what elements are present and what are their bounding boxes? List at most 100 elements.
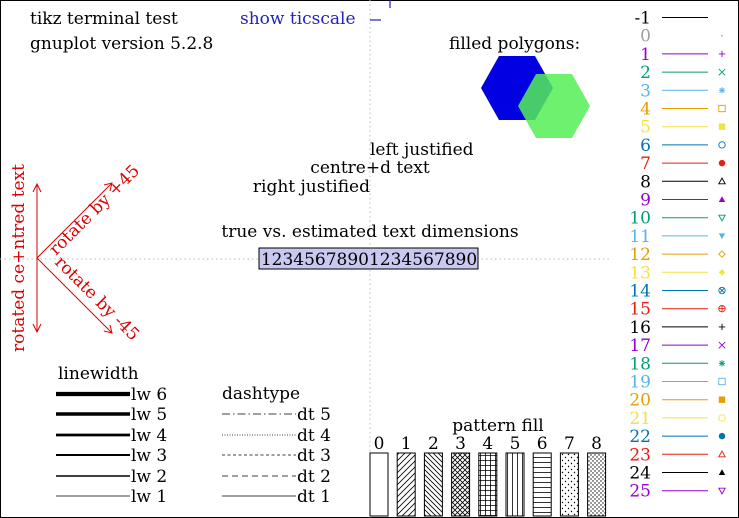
legend-marker-box	[718, 377, 726, 386]
left-justified-text: left justified	[370, 140, 474, 160]
dt5-label: dt 5	[297, 405, 331, 425]
legend-marker-dot	[721, 34, 723, 37]
pattern-fill-title: pattern fill	[452, 416, 543, 436]
legend-marker-circle-filled	[718, 432, 726, 440]
right-justified-text: right justified	[253, 177, 370, 197]
legend-marker-diamond-filled	[718, 269, 726, 276]
legend-marker-triangle-filled	[718, 196, 726, 203]
pattern-label: 3	[455, 434, 466, 454]
dashtype-title: dashtype	[222, 384, 300, 404]
legend-label: 13	[629, 263, 651, 283]
legend-marker-plus	[718, 323, 726, 331]
pattern-swatch	[559, 452, 579, 517]
legend-label: 18	[629, 354, 651, 374]
pattern-swatch	[423, 452, 443, 517]
legend-label: 17	[629, 336, 651, 356]
legend-marker-star	[718, 87, 726, 94]
legend-label: 20	[629, 391, 651, 411]
pattern-swatch	[396, 452, 416, 517]
legend-label: 4	[640, 100, 651, 120]
legend-label: 22	[629, 427, 651, 447]
linewidth-title: linewidth	[58, 364, 139, 384]
legend-label: 19	[629, 373, 651, 393]
show-ticscale-label: show ticscale	[240, 9, 356, 29]
rotation-plus45-arrow	[36, 182, 113, 259]
text-dimensions-label: true vs. estimated text dimensions	[221, 222, 518, 242]
legend-label: 14	[629, 282, 651, 302]
pattern-label: 2	[428, 434, 439, 454]
legend-marker-triangle	[718, 177, 726, 185]
lw1-label: lw 1	[131, 487, 167, 507]
rotated-centred-text: rotated ce+ntred text	[9, 164, 29, 352]
legend-marker-circle-plus	[718, 305, 726, 312]
pattern-label: 0	[374, 434, 385, 454]
lw6-label: lw 6	[131, 385, 167, 405]
legend-label: 2	[640, 63, 651, 83]
legend-marker-circle-filled	[718, 159, 726, 167]
rotate-minus45-text: rotate by -45	[50, 252, 143, 345]
legend-marker-circle-cross	[719, 287, 725, 294]
legend-marker-triangle-down-filled	[718, 233, 726, 240]
legend-label: 11	[629, 227, 651, 247]
rotate-plus45-text: rotate by +45	[45, 161, 144, 260]
dt4-label: dt 4	[297, 426, 331, 446]
pattern-label: 8	[591, 434, 602, 454]
header-title: tikz terminal test	[30, 9, 178, 29]
legend-marker-box	[718, 104, 726, 113]
lw2-label: lw 2	[131, 467, 167, 487]
legend-marker-triangle-down	[718, 214, 726, 222]
pattern-label: 6	[537, 434, 548, 454]
legend-label: 7	[640, 154, 651, 174]
pattern-swatch	[478, 452, 498, 517]
text-dimensions-sample: 12345678901234567890	[261, 250, 477, 270]
rotation-up-arrowhead	[32, 182, 42, 193]
legend-label: 23	[629, 445, 651, 465]
legend-marker-cross	[718, 68, 726, 76]
dt3-label: dt 3	[297, 446, 331, 466]
legend-label: 8	[640, 172, 651, 192]
legend-label: 10	[629, 209, 651, 229]
rotation-minus45-arrowhead	[103, 324, 113, 334]
legend-marker-circle	[718, 414, 726, 422]
pattern-label: 5	[510, 434, 521, 454]
legend-label: 0	[640, 27, 651, 47]
legend-label: 6	[640, 136, 651, 156]
rotation-minus45-arrow	[36, 257, 113, 334]
pattern-swatch	[587, 452, 607, 517]
filled-polygons-label: filled polygons:	[449, 34, 580, 54]
pattern-swatch	[451, 452, 471, 517]
legend-label: 24	[629, 464, 651, 484]
pattern-label: 7	[564, 434, 575, 454]
line-type-legend: -101234567891011121314151617181920212223…	[629, 9, 726, 502]
header-version: gnuplot version 5.2.8	[30, 34, 213, 54]
pattern-swatch	[532, 452, 552, 517]
centred-text: centre+d text	[310, 158, 430, 178]
legend-marker-star	[718, 360, 726, 367]
legend-marker-box-filled	[718, 123, 726, 130]
legend-marker-circle	[718, 141, 726, 149]
lw3-label: lw 3	[131, 446, 167, 466]
green-hexagon	[518, 74, 590, 138]
legend-marker-triangle-down	[718, 487, 726, 495]
legend-marker-circle-cross	[718, 286, 726, 295]
legend-label: 5	[640, 118, 651, 138]
legend-label: 25	[629, 482, 651, 502]
text-dimensions-box	[258, 247, 479, 270]
pattern-label: 4	[482, 434, 493, 454]
pattern-swatch	[505, 452, 525, 517]
pattern-label: 1	[401, 434, 412, 454]
legend-label: 16	[629, 318, 651, 338]
legend-label: 21	[629, 409, 651, 429]
legend-marker-cross	[718, 341, 726, 349]
dt2-label: dt 2	[297, 467, 331, 487]
rotation-plus45-arrowhead	[103, 182, 113, 192]
pattern-swatch	[369, 452, 389, 517]
legend-label: 3	[640, 81, 651, 101]
legend-label: 12	[629, 245, 651, 265]
legend-marker-triangle-filled	[718, 469, 726, 476]
legend-label: 9	[640, 191, 651, 211]
legend-label: -1	[634, 9, 651, 29]
legend-label: 15	[629, 300, 651, 320]
rotation-down-arrowhead	[32, 323, 42, 334]
